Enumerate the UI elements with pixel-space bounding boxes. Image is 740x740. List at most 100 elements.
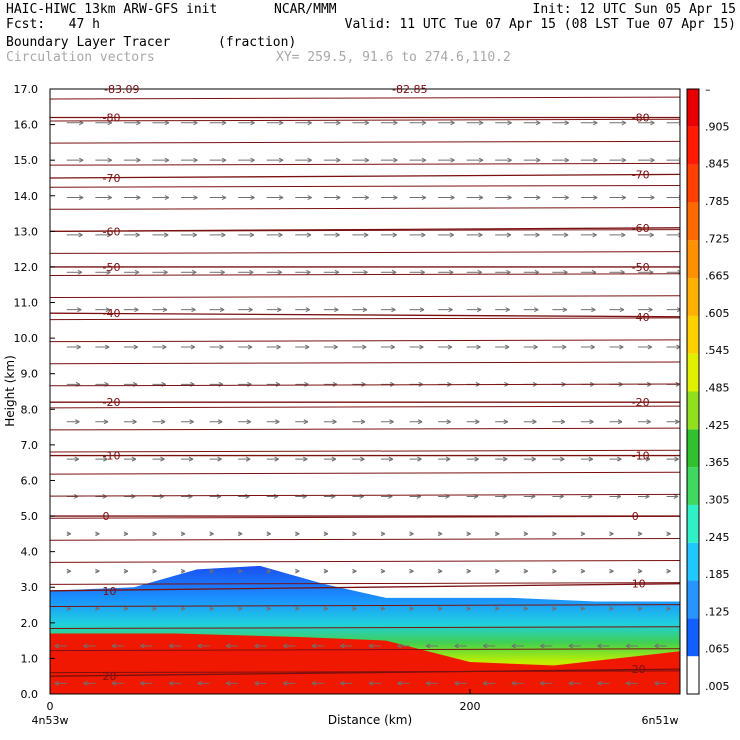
- vector-arrow: [152, 157, 170, 163]
- vector-arrow: [66, 531, 72, 537]
- vector-arrow: [295, 568, 300, 574]
- vector-arrow: [638, 157, 655, 163]
- vector-arrow: [580, 195, 598, 200]
- vector-arrow: [181, 494, 193, 499]
- contour-line: [50, 184, 680, 188]
- vector-arrow: [552, 307, 568, 313]
- vector-arrow: [580, 456, 594, 462]
- vector-arrow: [552, 568, 557, 574]
- colorbar-swatch: [687, 202, 699, 241]
- colorbar-swatch: [687, 542, 699, 581]
- vector-arrow: [295, 195, 312, 200]
- vector-arrow: [123, 195, 141, 200]
- vector-arrow: [323, 419, 337, 425]
- vector-arrow: [352, 606, 357, 612]
- vector-arrow: [180, 568, 186, 574]
- vector-arrow: [254, 643, 267, 649]
- vector-arrow: [123, 344, 138, 350]
- vector-arrow: [311, 680, 324, 686]
- vector-arrow: [666, 456, 679, 462]
- contour-label: -50: [103, 261, 121, 274]
- forecast-hour: Fcst: 47 h: [6, 17, 100, 32]
- x-end-label: 6n51w: [642, 714, 679, 727]
- vector-arrow: [580, 606, 586, 612]
- x-tick-label: 0: [47, 700, 54, 713]
- vector-arrow: [466, 344, 481, 350]
- vector-arrow: [552, 120, 569, 126]
- vector-arrow: [352, 531, 357, 537]
- colorbar-label: .725: [705, 232, 730, 245]
- vector-arrow: [352, 120, 370, 126]
- contour-line: [50, 604, 680, 607]
- vector-arrow: [495, 157, 512, 163]
- vector-arrow: [181, 157, 198, 163]
- contour-line-labeled: [50, 227, 680, 233]
- vector-arrow: [352, 307, 368, 313]
- vector-arrow: [495, 419, 509, 425]
- vector-arrow: [95, 531, 100, 537]
- vector-arrow: [95, 269, 111, 275]
- vector-arrow: [609, 606, 614, 612]
- vector-arrow: [66, 456, 79, 462]
- vector-arrow: [209, 419, 223, 425]
- vector-arrow: [340, 643, 353, 649]
- vector-arrow: [454, 680, 467, 686]
- vector-arrow: [380, 531, 386, 537]
- vector-arrow: [352, 344, 367, 350]
- vector-arrow: [181, 120, 198, 126]
- vector-arrow: [295, 307, 310, 313]
- vector-arrow: [180, 606, 186, 612]
- vector-arrow: [237, 531, 243, 537]
- vector-arrow: [609, 195, 627, 200]
- vector-arrow: [638, 120, 655, 126]
- init-time: Init: 12 UTC Sun 05 Apr 15: [532, 2, 737, 17]
- vector-arrow: [638, 195, 655, 200]
- vector-arrow: [266, 419, 280, 425]
- contour-line: [50, 140, 680, 144]
- colorbar-label: .545: [705, 344, 730, 357]
- vector-arrow: [209, 195, 227, 200]
- vector-arrow: [580, 344, 595, 350]
- vector-arrow: [209, 344, 224, 350]
- vector-arrow: [380, 195, 398, 200]
- contour-label: 20: [103, 670, 117, 683]
- vector-arrow: [425, 680, 439, 686]
- y-tick-label: 3.0: [21, 581, 39, 594]
- vector-arrow: [368, 680, 381, 686]
- vector-arrow: [66, 606, 72, 612]
- vector-arrow: [152, 120, 170, 126]
- contour-label: -40: [632, 311, 650, 324]
- vector-arrow: [609, 456, 622, 462]
- vector-arrow: [552, 195, 569, 200]
- contour-label: -10: [103, 450, 121, 463]
- vector-arrow: [181, 419, 194, 425]
- vector-arrow: [466, 307, 482, 313]
- vector-arrow: [511, 643, 524, 649]
- tracer-core: [50, 633, 680, 694]
- y-tick-label: 2.0: [21, 617, 39, 630]
- x-axis: 0 200 4n53w 6n51w Distance (km): [32, 689, 679, 727]
- vector-arrow: [238, 456, 251, 462]
- contour-label: -70: [103, 172, 121, 185]
- vector-arrow: [66, 568, 72, 574]
- colorbar-swatch: [687, 656, 699, 694]
- contour-line: [50, 648, 680, 652]
- vector-arrow: [380, 120, 398, 126]
- top-contour-label: -83.09: [104, 83, 139, 96]
- vector-arrow: [666, 344, 680, 350]
- vector-arrow: [523, 195, 541, 200]
- vector-arrow: [568, 643, 581, 649]
- vector-arrow: [438, 344, 453, 350]
- vector-arrow: [438, 419, 451, 425]
- y-tick-label: 5.0: [21, 510, 39, 523]
- vector-arrow: [654, 680, 667, 686]
- vector-arrow: [238, 419, 251, 425]
- vector-arrow: [66, 344, 81, 350]
- vector-arrow: [54, 680, 67, 686]
- y-axis: 0.0 1.0 2.0 3.0 4.0 5.0 6.0 7.0 8.0 9.0 10.0 11.0 12…: [3, 83, 55, 701]
- y-tick-label: 9.0: [21, 368, 39, 381]
- colorbar-label: .845: [705, 158, 730, 171]
- vector-arrow: [380, 568, 386, 574]
- vector-arrow: [580, 232, 597, 238]
